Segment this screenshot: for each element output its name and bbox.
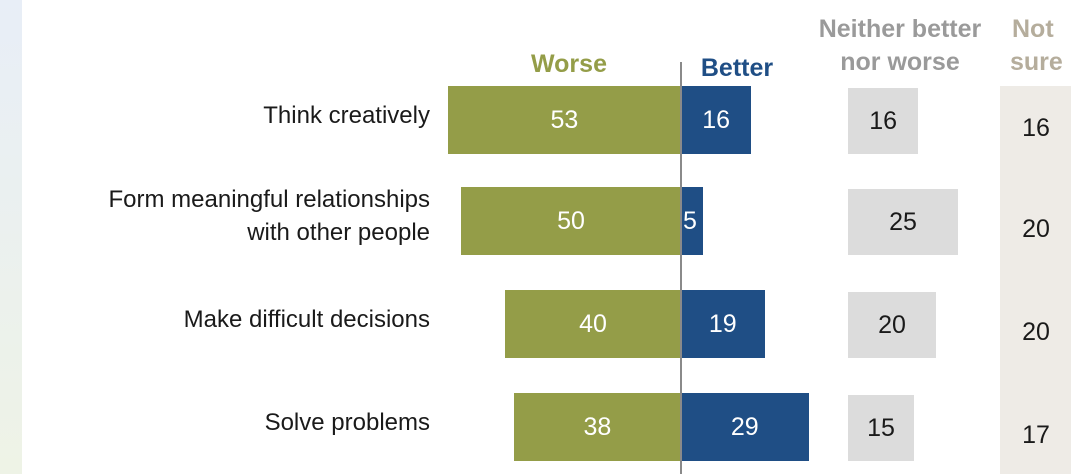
value-notsure: 20 bbox=[1022, 215, 1050, 243]
value-worse: 50 bbox=[557, 207, 585, 235]
header-neither-line1: Neither better bbox=[818, 15, 982, 43]
header-better: Better bbox=[700, 54, 774, 82]
center-axis-line bbox=[680, 62, 682, 474]
value-better: 19 bbox=[708, 310, 737, 338]
bar-neither bbox=[848, 189, 958, 255]
bar-worse bbox=[505, 290, 681, 358]
bar-worse bbox=[447, 86, 681, 154]
bar-better bbox=[681, 290, 765, 358]
bar-neither bbox=[848, 395, 914, 461]
value-neither: 25 bbox=[889, 208, 917, 236]
value-notsure: 20 bbox=[1022, 318, 1050, 346]
header-neither-line2: nor worse bbox=[840, 48, 960, 76]
row-label: Make difficult decisions bbox=[183, 306, 430, 333]
bar-worse bbox=[461, 187, 681, 255]
value-better: 16 bbox=[702, 106, 731, 134]
page-edge-gradient bbox=[0, 0, 22, 474]
value-notsure: 16 bbox=[1022, 114, 1050, 142]
header-worse: Worse bbox=[531, 50, 607, 78]
value-worse: 40 bbox=[579, 310, 607, 338]
value-better: 29 bbox=[730, 413, 759, 441]
value-neither: 15 bbox=[867, 414, 895, 442]
value-worse: 53 bbox=[550, 106, 579, 134]
value-better: 5 bbox=[683, 207, 697, 235]
value-neither: 16 bbox=[869, 107, 898, 135]
bar-better bbox=[681, 187, 703, 255]
bar-neither bbox=[848, 292, 936, 358]
value-worse: 38 bbox=[583, 413, 612, 441]
bar-better bbox=[681, 393, 809, 461]
bar-better bbox=[681, 86, 752, 154]
row-label: with other people bbox=[247, 219, 430, 246]
value-neither: 20 bbox=[878, 311, 906, 339]
notsure-column-band bbox=[1000, 86, 1071, 474]
header-notsure-line1: Not bbox=[1012, 15, 1054, 43]
row-label: Think creatively bbox=[263, 102, 430, 129]
row-label: Form meaningful relationships bbox=[108, 186, 430, 213]
value-notsure: 17 bbox=[1022, 421, 1050, 449]
bar-worse bbox=[513, 393, 681, 461]
header-notsure-line2: sure bbox=[1010, 48, 1063, 76]
bar-neither bbox=[848, 88, 919, 154]
row-label: Solve problems bbox=[264, 409, 430, 436]
